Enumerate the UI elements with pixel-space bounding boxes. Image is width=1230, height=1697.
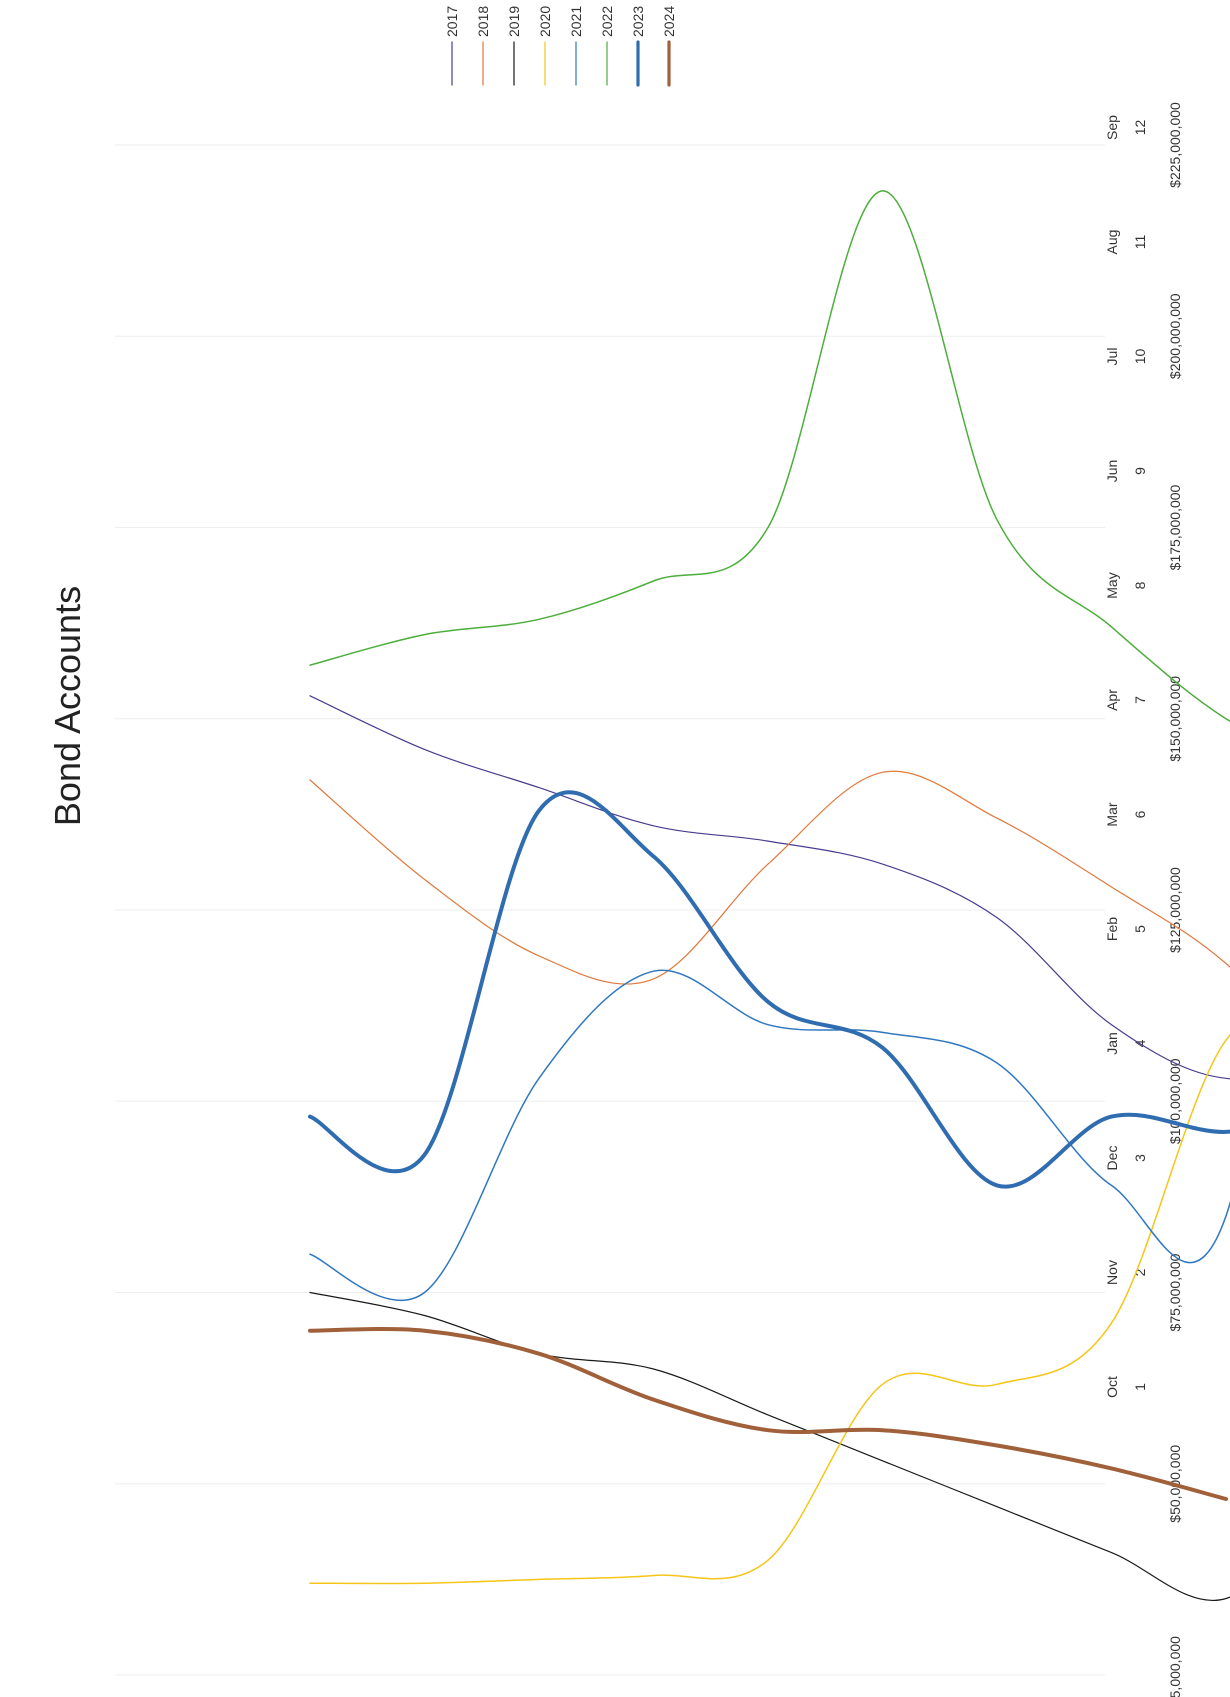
legend-label-2018: 2018 xyxy=(475,6,491,37)
x-month-label: Mar xyxy=(1104,802,1120,826)
series-line-2019 xyxy=(309,1291,1230,1601)
series-line-2023 xyxy=(308,790,1230,1249)
x-tick-label: 10 xyxy=(1132,349,1148,365)
x-month-label: Feb xyxy=(1104,917,1120,941)
x-month-label: May xyxy=(1104,572,1120,598)
series-line-2024 xyxy=(308,1327,1228,1501)
y-tick-label: $125,000,000 xyxy=(1167,867,1183,953)
y-tick-label: $75,000,000 xyxy=(1167,1253,1183,1331)
y-tick-label: $150,000,000 xyxy=(1167,676,1183,762)
x-month-label: Jun xyxy=(1104,460,1120,483)
legend-label-2022: 2022 xyxy=(599,6,615,37)
x-tick-label: 1 xyxy=(1132,1383,1148,1391)
x-tick-label: 9 xyxy=(1132,467,1148,475)
x-month-label: Oct xyxy=(1104,1376,1120,1398)
legend-label-2024: 2024 xyxy=(661,6,677,37)
y-tick-label: $100,000,000 xyxy=(1167,1058,1183,1144)
chart-plot-group: $25,000,000$50,000,000$75,000,000$100,00… xyxy=(47,6,1230,1697)
series-line-2021 xyxy=(309,366,1230,1301)
x-month-label: Apr xyxy=(1104,689,1120,711)
legend-label-2017: 2017 xyxy=(444,6,460,37)
legend-label-2021: 2021 xyxy=(568,6,584,37)
series-line-2018 xyxy=(309,770,1230,1232)
y-tick-label: $200,000,000 xyxy=(1167,293,1183,379)
x-month-label: Jul xyxy=(1104,348,1120,366)
y-axis: $25,000,000$50,000,000$75,000,000$100,00… xyxy=(1167,102,1183,1697)
x-month-label: Jan xyxy=(1104,1032,1120,1055)
x-tick-label: 7 xyxy=(1132,696,1148,704)
x-month-label: Dec xyxy=(1104,1146,1120,1171)
x-tick-label: 2 xyxy=(1132,1268,1148,1276)
x-tick-label: 3 xyxy=(1132,1154,1148,1162)
x-tick-label: 5 xyxy=(1132,925,1148,933)
series-line-2017 xyxy=(309,679,1230,1086)
series-group xyxy=(308,190,1230,1601)
legend-label-2023: 2023 xyxy=(630,6,646,37)
x-month-label: Nov xyxy=(1104,1260,1120,1285)
series-line-2020 xyxy=(309,892,1230,1585)
x-tick-label: 8 xyxy=(1132,581,1148,589)
chart-title: Bond Accounts xyxy=(47,586,88,826)
y-tick-label: $225,000,000 xyxy=(1167,102,1183,188)
legend-label-2019: 2019 xyxy=(506,6,522,37)
y-tick-label: $25,000,000 xyxy=(1167,1636,1183,1697)
gridlines xyxy=(115,144,1105,1676)
legend-label-2020: 2020 xyxy=(537,6,553,37)
y-tick-label: $175,000,000 xyxy=(1167,484,1183,570)
x-tick-label: 11 xyxy=(1132,235,1148,250)
series-line-2022 xyxy=(309,190,1230,949)
x-month-label: Sep xyxy=(1104,115,1120,140)
x-tick-label: 6 xyxy=(1132,810,1148,818)
x-month-label: Aug xyxy=(1104,230,1120,255)
legend: 2017 2018 2019 2020 2021 2022 2023 2024 xyxy=(444,6,677,87)
x-tick-label: 12 xyxy=(1132,120,1148,136)
